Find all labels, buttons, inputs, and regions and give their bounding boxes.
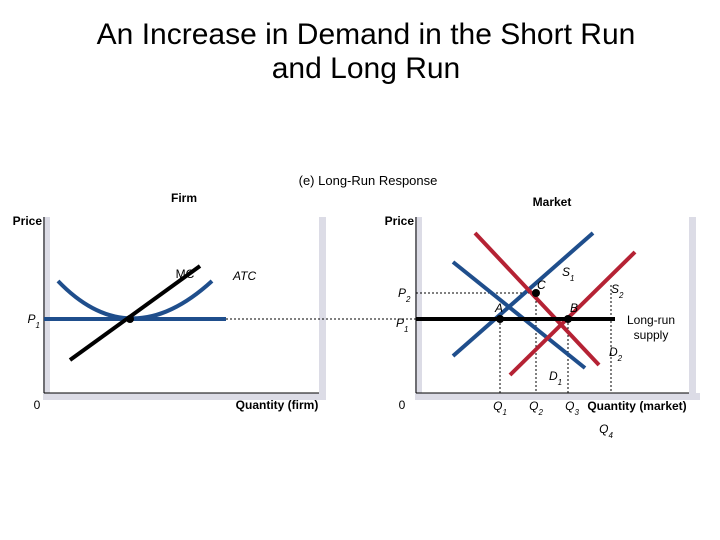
market-x-axis-label: Quantity (market)	[587, 399, 686, 413]
market-d1-curve	[451, 231, 595, 358]
market-d1-label: D1	[549, 369, 562, 387]
slide-title-line-2: and Long Run	[271, 52, 461, 85]
market-q3-label: Q3	[565, 399, 579, 417]
firm-mc-curve	[68, 264, 202, 362]
firm-origin-label: 0	[34, 398, 41, 412]
slide-title: An Increase in Demand in the Short Run a…	[0, 18, 720, 86]
firm-y-axis-shadow	[43, 217, 50, 398]
firm-equilibrium-point	[126, 315, 134, 323]
firm-mc-label: MC	[176, 267, 195, 281]
market-s2-curve	[508, 250, 637, 377]
market-y-axis-label: Price	[385, 214, 415, 228]
market-s1-curve	[473, 231, 601, 367]
slide-title-line-1: An Increase in Demand in the Short Run	[96, 18, 636, 51]
firm-y-axis-label: Price	[13, 214, 43, 228]
market-q1-label: Q1	[493, 399, 507, 417]
market-s1-label: S1	[562, 265, 574, 283]
market-point-a	[496, 315, 504, 323]
firm-atc-label: ATC	[232, 269, 256, 283]
market-point-a-label: A	[494, 301, 503, 315]
chart-title: (e) Long-Run Response	[299, 173, 438, 188]
market-right-shadow	[689, 217, 696, 400]
market-p2-label: P2	[398, 286, 411, 304]
market-point-b	[564, 315, 572, 323]
market-x-axis-shadow	[415, 393, 700, 400]
firm-panel-label: Firm	[171, 191, 197, 205]
market-p1-label: P1	[396, 316, 408, 334]
firm-p1-label: P1	[28, 312, 40, 330]
market-point-b-label: B	[570, 301, 578, 315]
market-point-c	[532, 289, 540, 297]
market-q2-label: Q2	[529, 399, 543, 417]
market-panel-label: Market	[533, 195, 572, 209]
market-s2-label: S2	[611, 282, 624, 300]
market-q4-label: Q4	[599, 422, 613, 440]
market-long-run-supply-label-line-2: supply	[634, 328, 669, 342]
market-d2-label: D2	[609, 345, 623, 363]
market-long-run-supply-label-line-1: Long-run	[627, 313, 675, 327]
firm-x-axis-label: Quantity (firm)	[236, 398, 319, 412]
market-y-axis-shadow	[415, 217, 422, 398]
firm-right-shadow	[319, 217, 326, 400]
market-origin-label: 0	[399, 398, 406, 412]
market-point-c-label: C	[537, 278, 546, 292]
market-d2-curve	[451, 260, 587, 370]
firm-x-axis-shadow	[43, 393, 325, 400]
